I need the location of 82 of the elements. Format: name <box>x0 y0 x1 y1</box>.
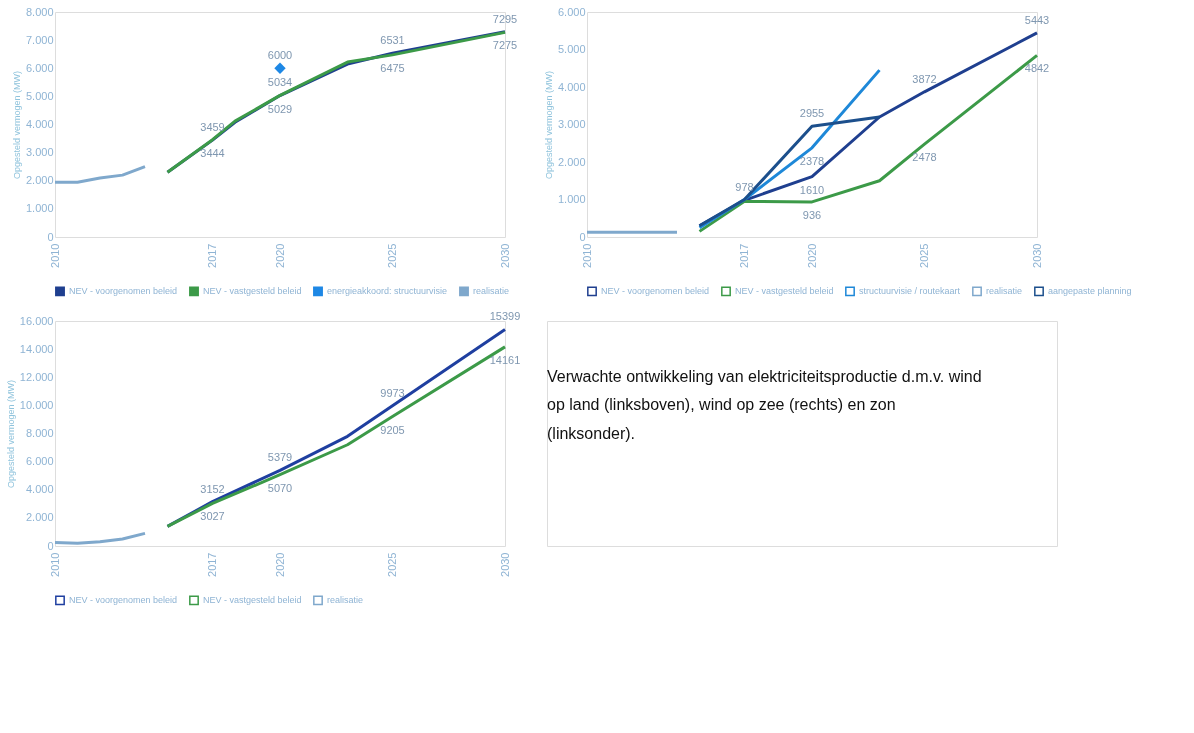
y-axis-title: Opgesteld vermogen (MW) <box>11 70 22 180</box>
x-tick-label: 2025 <box>918 243 930 268</box>
y-tick-label: 2.000 <box>25 511 54 524</box>
y-tick-label: 7.000 <box>25 33 54 46</box>
data-label: 9973 <box>380 386 405 399</box>
data-label: 5034 <box>267 76 293 89</box>
data-label: 7295 <box>492 12 518 25</box>
data-label: 978 <box>735 181 754 194</box>
x-tick-label: 2017 <box>206 552 218 577</box>
data-label: 3872 <box>912 72 937 85</box>
text: Verwachte ontwikkeling van elektriciteitsproductie d.m.v. wind op land (linksboven), wind op zee (rechts) en zon (linksonder). <box>547 368 982 442</box>
legend-label: aangepaste planning <box>1048 286 1132 297</box>
y-tick-label: 5.000 <box>557 43 586 55</box>
legend-label: NEV - voorgenomen beleid <box>601 286 710 297</box>
y-tick-label: 6.000 <box>25 455 54 468</box>
x-tick-label: 2017 <box>206 243 218 268</box>
x-tick-label: 2010 <box>48 243 61 268</box>
data-label: 3152 <box>200 482 225 495</box>
y-tick-label: 10.000 <box>19 398 54 411</box>
y-tick-label: 6.000 <box>557 5 586 18</box>
data-label: 3459 <box>200 120 225 133</box>
x-tick-label: 2025 <box>386 552 398 577</box>
data-label: 2478 <box>912 151 937 164</box>
y-tick-label: 14.000 <box>19 342 54 355</box>
y-tick-label: 0 <box>579 230 586 243</box>
data-label: 14161 <box>489 353 521 366</box>
x-tick-label: 2030 <box>498 552 511 577</box>
legend-label: structuurvisie / routekaart <box>859 286 961 297</box>
legend-label: realisatie <box>986 286 1023 297</box>
y-tick-label: 2.000 <box>557 155 586 168</box>
y-tick-label: 2.000 <box>25 174 54 187</box>
y-tick-label: 3.000 <box>557 118 586 130</box>
legend-label: energieakkoord: structuurvisie <box>327 286 448 297</box>
y-tick-label: 16.000 <box>19 314 54 327</box>
y-axis-title: Opgesteld vermogen (MW) <box>5 379 16 489</box>
legend-label: realisatie <box>473 286 510 297</box>
legend-label: NEV - vastgesteld beleid <box>203 595 302 606</box>
x-tick-label: 2017 <box>738 243 750 268</box>
y-tick-label: 8.000 <box>25 427 54 439</box>
data-label: 6000 <box>267 49 293 62</box>
y-tick-label: 1.000 <box>557 193 586 205</box>
data-label: 4842 <box>1024 62 1050 75</box>
x-tick-label: 2020 <box>805 243 818 268</box>
y-tick-label: 4.000 <box>25 483 54 496</box>
data-label: 3444 <box>200 147 225 160</box>
data-label: 5379 <box>267 451 293 464</box>
data-label: 6531 <box>380 34 405 47</box>
y-tick-label: 8.000 <box>25 5 54 18</box>
y-tick-label: 0 <box>47 230 54 243</box>
data-label: 9205 <box>380 423 405 436</box>
legend-label: realisatie <box>327 595 364 606</box>
x-tick-label: 2010 <box>48 552 61 577</box>
data-label: 3027 <box>200 510 225 523</box>
y-tick-label: 3.000 <box>25 146 54 159</box>
data-label: 2378 <box>799 154 825 167</box>
x-tick-label: 2030 <box>498 243 511 268</box>
data-label: 7275 <box>492 39 518 52</box>
data-label: 5443 <box>1024 13 1050 26</box>
y-tick-label: 4.000 <box>25 118 54 130</box>
y-axis-title: Opgesteld vermogen (MW) <box>543 70 554 180</box>
y-tick-label: 0 <box>47 539 54 552</box>
data-label: 6475 <box>380 61 405 74</box>
legend-label: NEV - voorgenomen beleid <box>69 286 178 297</box>
x-tick-label: 2020 <box>273 243 286 268</box>
x-tick-label: 2010 <box>580 243 593 268</box>
y-tick-label: 5.000 <box>25 89 54 102</box>
x-tick-label: 2020 <box>273 552 286 577</box>
legend-label: NEV - vastgesteld beleid <box>203 286 302 297</box>
x-tick-label: 2025 <box>386 243 398 268</box>
y-tick-label: 4.000 <box>557 80 586 93</box>
data-label: 2955 <box>799 107 825 120</box>
y-tick-label: 12.000 <box>19 370 54 383</box>
data-label: 5070 <box>267 481 293 494</box>
legend-label: NEV - vastgesteld beleid <box>735 286 834 297</box>
x-tick-label: 2030 <box>1030 243 1043 268</box>
data-label: 5029 <box>267 102 293 115</box>
y-tick-label: 6.000 <box>25 61 54 74</box>
data-label: 936 <box>802 208 822 221</box>
y-tick-label: 1.000 <box>25 202 54 215</box>
data-label: 1610 <box>799 183 825 196</box>
data-label: 15399 <box>489 310 521 323</box>
legend-label: NEV - voorgenomen beleid <box>69 595 178 606</box>
